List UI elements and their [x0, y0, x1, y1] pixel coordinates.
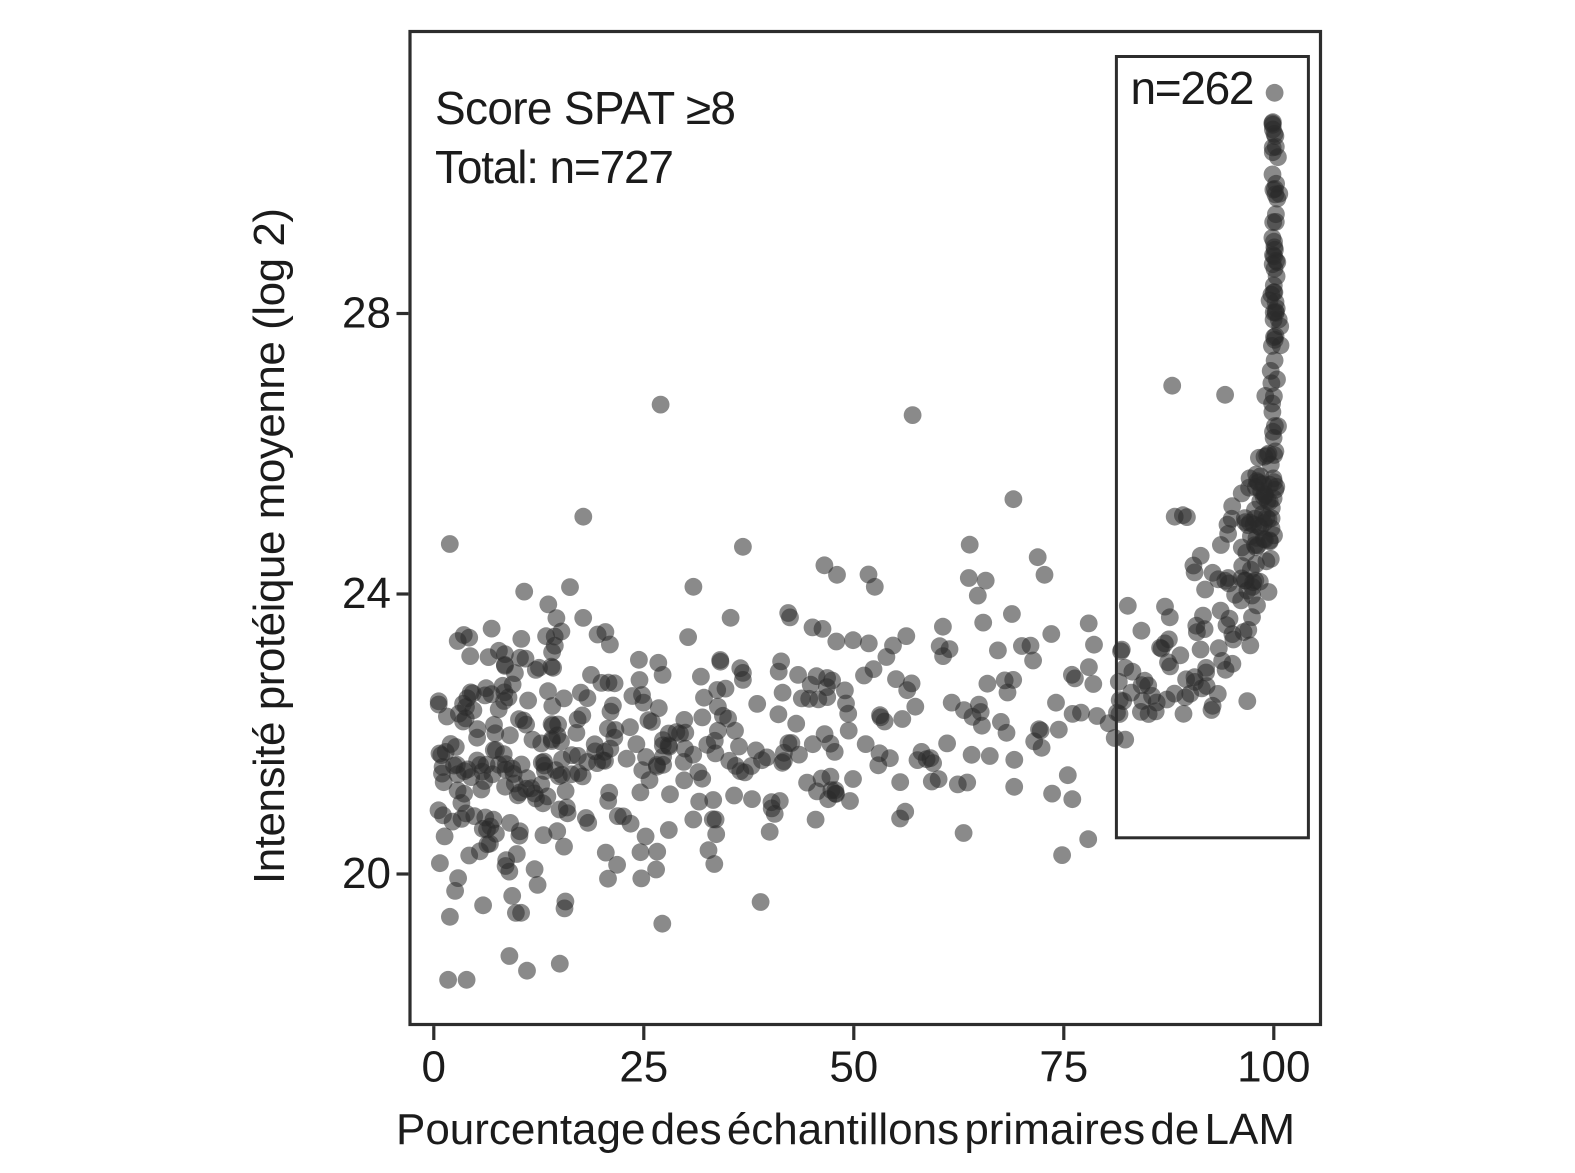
svg-text:Total: n=727: Total: n=727 — [435, 141, 674, 193]
svg-text:Pourcentage des échantillons p: Pourcentage des échantillons primaires d… — [396, 1105, 1295, 1154]
svg-text:75: 75 — [1039, 1043, 1088, 1092]
svg-text:n=262: n=262 — [1131, 62, 1255, 114]
svg-text:24: 24 — [342, 569, 391, 618]
svg-text:28: 28 — [342, 289, 391, 338]
svg-text:100: 100 — [1237, 1043, 1310, 1092]
svg-text:Score SPAT ≥8: Score SPAT ≥8 — [435, 82, 736, 134]
svg-text:50: 50 — [829, 1043, 878, 1092]
svg-text:20: 20 — [342, 849, 391, 898]
svg-text:25: 25 — [619, 1043, 668, 1092]
svg-text:Intensité protéique moyenne (l: Intensité protéique moyenne (log 2) — [245, 208, 294, 884]
svg-text:0: 0 — [422, 1043, 446, 1092]
